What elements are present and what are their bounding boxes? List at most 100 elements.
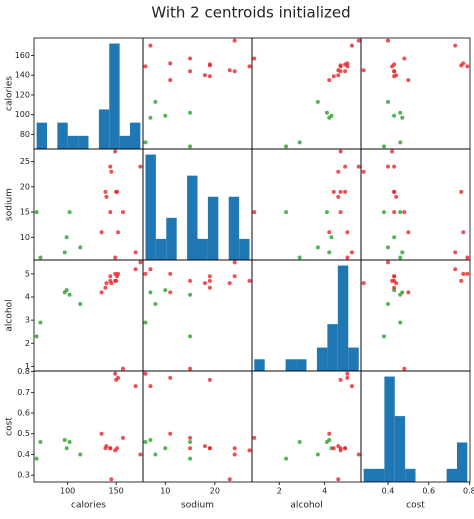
- chart-title: With 2 centroids initialized: [151, 4, 350, 22]
- hist-bar: [130, 122, 141, 149]
- point: [153, 452, 158, 457]
- point: [113, 371, 118, 376]
- point: [227, 281, 232, 286]
- point: [148, 115, 153, 120]
- panel-frame: [251, 370, 362, 483]
- point: [247, 278, 252, 283]
- point: [402, 210, 407, 215]
- point: [207, 377, 212, 382]
- point: [202, 444, 207, 449]
- point: [232, 446, 237, 451]
- point: [188, 292, 193, 297]
- hist-bar: [119, 135, 131, 149]
- point: [188, 334, 193, 339]
- y-tick-label: 0.4: [17, 450, 30, 459]
- point: [168, 431, 173, 436]
- point: [163, 446, 168, 451]
- panel-frame: [360, 37, 471, 150]
- point: [400, 115, 405, 120]
- y-tick-label: 2: [25, 339, 30, 348]
- hist-bar: [67, 135, 79, 149]
- point: [392, 285, 397, 290]
- y-tick-label: 15: [20, 208, 30, 217]
- point: [108, 274, 113, 279]
- point: [252, 435, 257, 440]
- point: [338, 189, 343, 194]
- point: [120, 210, 125, 215]
- point: [148, 384, 153, 389]
- point: [459, 63, 464, 68]
- point: [116, 230, 121, 235]
- point: [392, 235, 397, 240]
- y-tick-label: 4: [25, 293, 30, 302]
- point: [114, 189, 119, 194]
- point: [465, 64, 470, 69]
- point: [336, 68, 341, 73]
- point: [361, 68, 366, 73]
- hist-bar: [348, 347, 359, 371]
- hist-bar: [155, 238, 167, 260]
- y-tick-label: 80: [20, 130, 30, 139]
- point: [247, 448, 252, 453]
- point: [143, 64, 148, 69]
- point: [336, 444, 341, 449]
- point: [108, 210, 113, 215]
- hist-bar: [228, 196, 240, 260]
- point: [103, 189, 108, 194]
- hist-bar: [57, 122, 68, 149]
- point: [232, 260, 237, 265]
- panel-frame: [33, 259, 144, 372]
- point: [207, 274, 212, 279]
- panel-frame: [33, 148, 144, 261]
- point: [120, 366, 125, 371]
- y-tick-label: 0.7: [17, 388, 30, 397]
- point: [38, 320, 43, 325]
- point: [202, 281, 207, 286]
- point: [143, 320, 148, 325]
- hist-bar: [363, 468, 375, 482]
- point: [338, 63, 343, 68]
- point: [336, 169, 341, 174]
- x-tick-label: 10: [160, 487, 170, 496]
- point: [338, 210, 343, 215]
- y-tick-label: 5: [25, 269, 30, 278]
- point: [329, 235, 334, 240]
- point: [34, 456, 39, 461]
- point: [392, 69, 397, 74]
- hist-bar: [337, 265, 349, 371]
- point: [331, 446, 336, 451]
- point: [116, 271, 121, 276]
- x-axis-label: sodium: [181, 501, 214, 511]
- point: [103, 285, 108, 290]
- point: [297, 140, 302, 145]
- point: [390, 149, 395, 154]
- point: [392, 113, 397, 118]
- point: [113, 149, 118, 154]
- point: [143, 140, 148, 145]
- point: [327, 250, 332, 255]
- point: [114, 278, 119, 283]
- point: [168, 375, 173, 380]
- point: [338, 149, 343, 154]
- point: [202, 73, 207, 78]
- point: [453, 267, 458, 272]
- y-tick-label: 3: [25, 316, 30, 325]
- point: [349, 250, 354, 255]
- x-axis-label: calories: [71, 501, 106, 511]
- hist-bar: [166, 217, 177, 260]
- point: [34, 210, 39, 215]
- point: [465, 271, 470, 276]
- y-axis-label: cost: [5, 417, 15, 436]
- point: [247, 64, 252, 69]
- y-tick-label: 120: [15, 90, 30, 99]
- point: [108, 446, 113, 451]
- point: [67, 292, 72, 297]
- y-tick-label: 100: [15, 110, 30, 119]
- point: [315, 245, 320, 250]
- point: [188, 56, 193, 61]
- point: [459, 278, 464, 283]
- point: [143, 271, 148, 276]
- point: [227, 477, 232, 482]
- point: [343, 446, 348, 451]
- point: [227, 68, 232, 73]
